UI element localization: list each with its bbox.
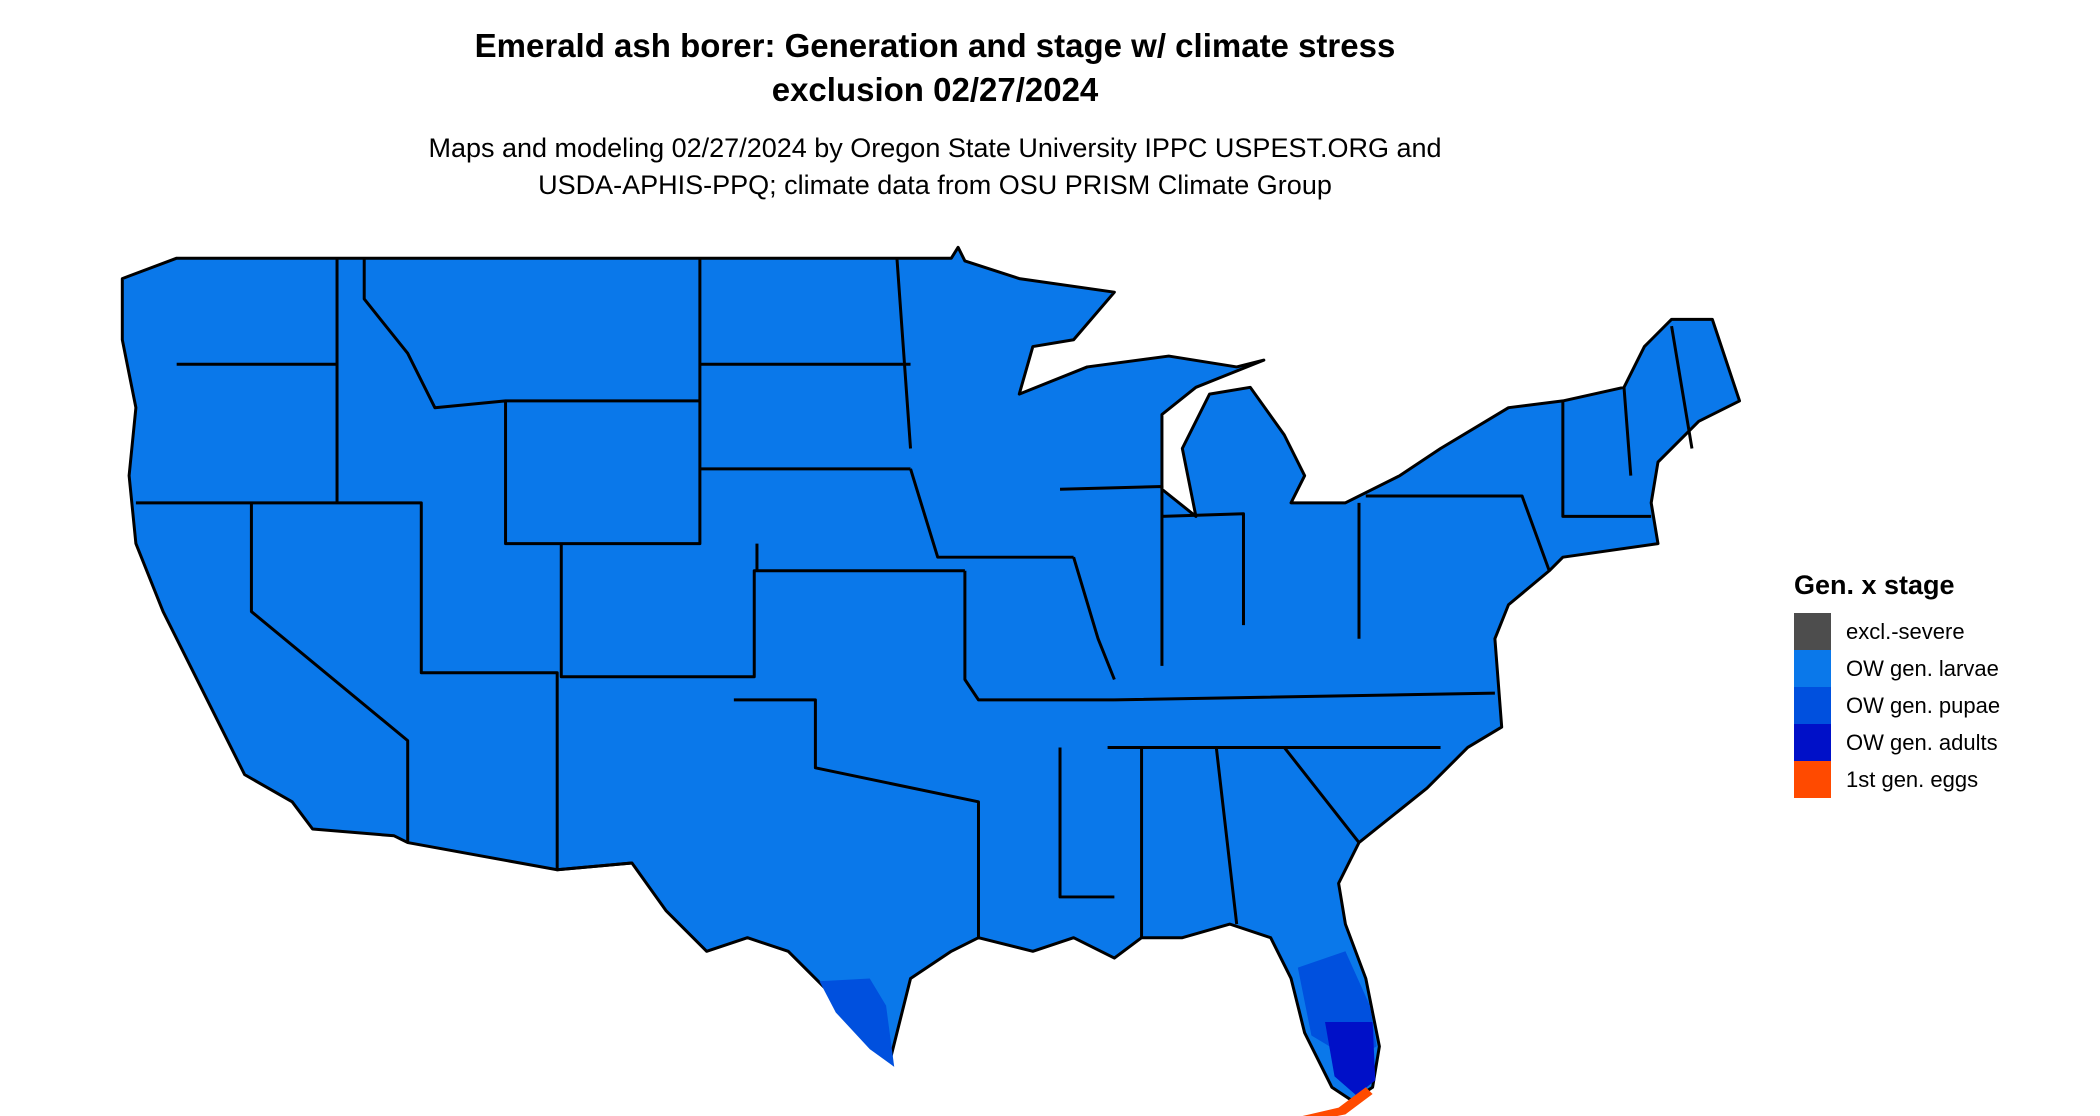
land-larvae <box>120 245 1742 1103</box>
state-boundaries <box>135 258 1694 938</box>
legend-swatch <box>1794 650 1831 687</box>
legend-label: excl.-severe <box>1846 619 1965 644</box>
legend-title: Gen. x stage <box>1794 570 1955 600</box>
title-line: Emerald ash borer: Generation and stage … <box>475 27 1396 64</box>
legend-label: OW gen. larvae <box>1846 656 1999 681</box>
legend-swatch <box>1794 613 1831 650</box>
legend-label: OW gen. pupae <box>1846 693 2000 718</box>
title-line: exclusion 02/27/2024 <box>772 71 1099 108</box>
region-pupae <box>819 978 895 1067</box>
subtitle-line: Maps and modeling 02/27/2024 by Oregon S… <box>428 133 1441 163</box>
region-adults <box>1325 1021 1376 1096</box>
us-map <box>120 245 1742 1116</box>
legend-swatch <box>1794 724 1831 761</box>
legend-swatch <box>1794 687 1831 724</box>
legend-label: OW gen. adults <box>1846 730 1998 755</box>
region-eggs <box>1302 1087 1373 1116</box>
legend: excl.-severe OW gen. larvae OW gen. pupae O… <box>1794 613 2000 798</box>
legend-label: 1st gen. eggs <box>1846 767 1978 792</box>
subtitle-line: USDA-APHIS-PPQ; climate data from OSU PR… <box>538 170 1332 200</box>
legend-swatch <box>1794 761 1831 798</box>
